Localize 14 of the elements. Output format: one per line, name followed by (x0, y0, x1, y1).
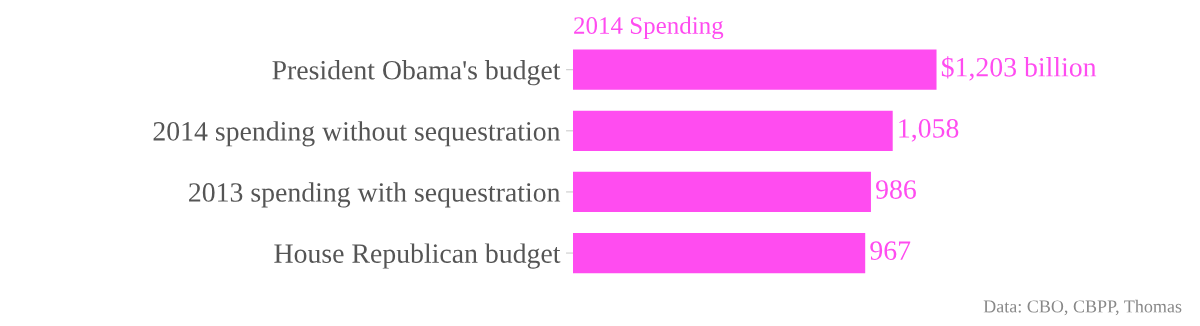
data-label: 967 (870, 241, 911, 261)
bar (573, 49, 937, 90)
y-tick-label: President Obama's budget (272, 60, 561, 86)
y-tick-label: House Republican budget (274, 243, 561, 269)
bar (573, 232, 866, 274)
text: Data: CBO, CBPP, Thomas (983, 299, 1182, 316)
chart-title: 2014 Spending (574, 16, 724, 40)
data-label: $1,203 billion (941, 56, 1097, 81)
bar (573, 171, 871, 213)
data-label: 1,058 (899, 119, 959, 142)
y-tick-label: 2014 spending without sequestration (153, 121, 561, 147)
bar (573, 110, 893, 151)
y-tick-label: 2013 spending with sequestration (189, 182, 561, 208)
data-label: 986 (876, 180, 916, 199)
